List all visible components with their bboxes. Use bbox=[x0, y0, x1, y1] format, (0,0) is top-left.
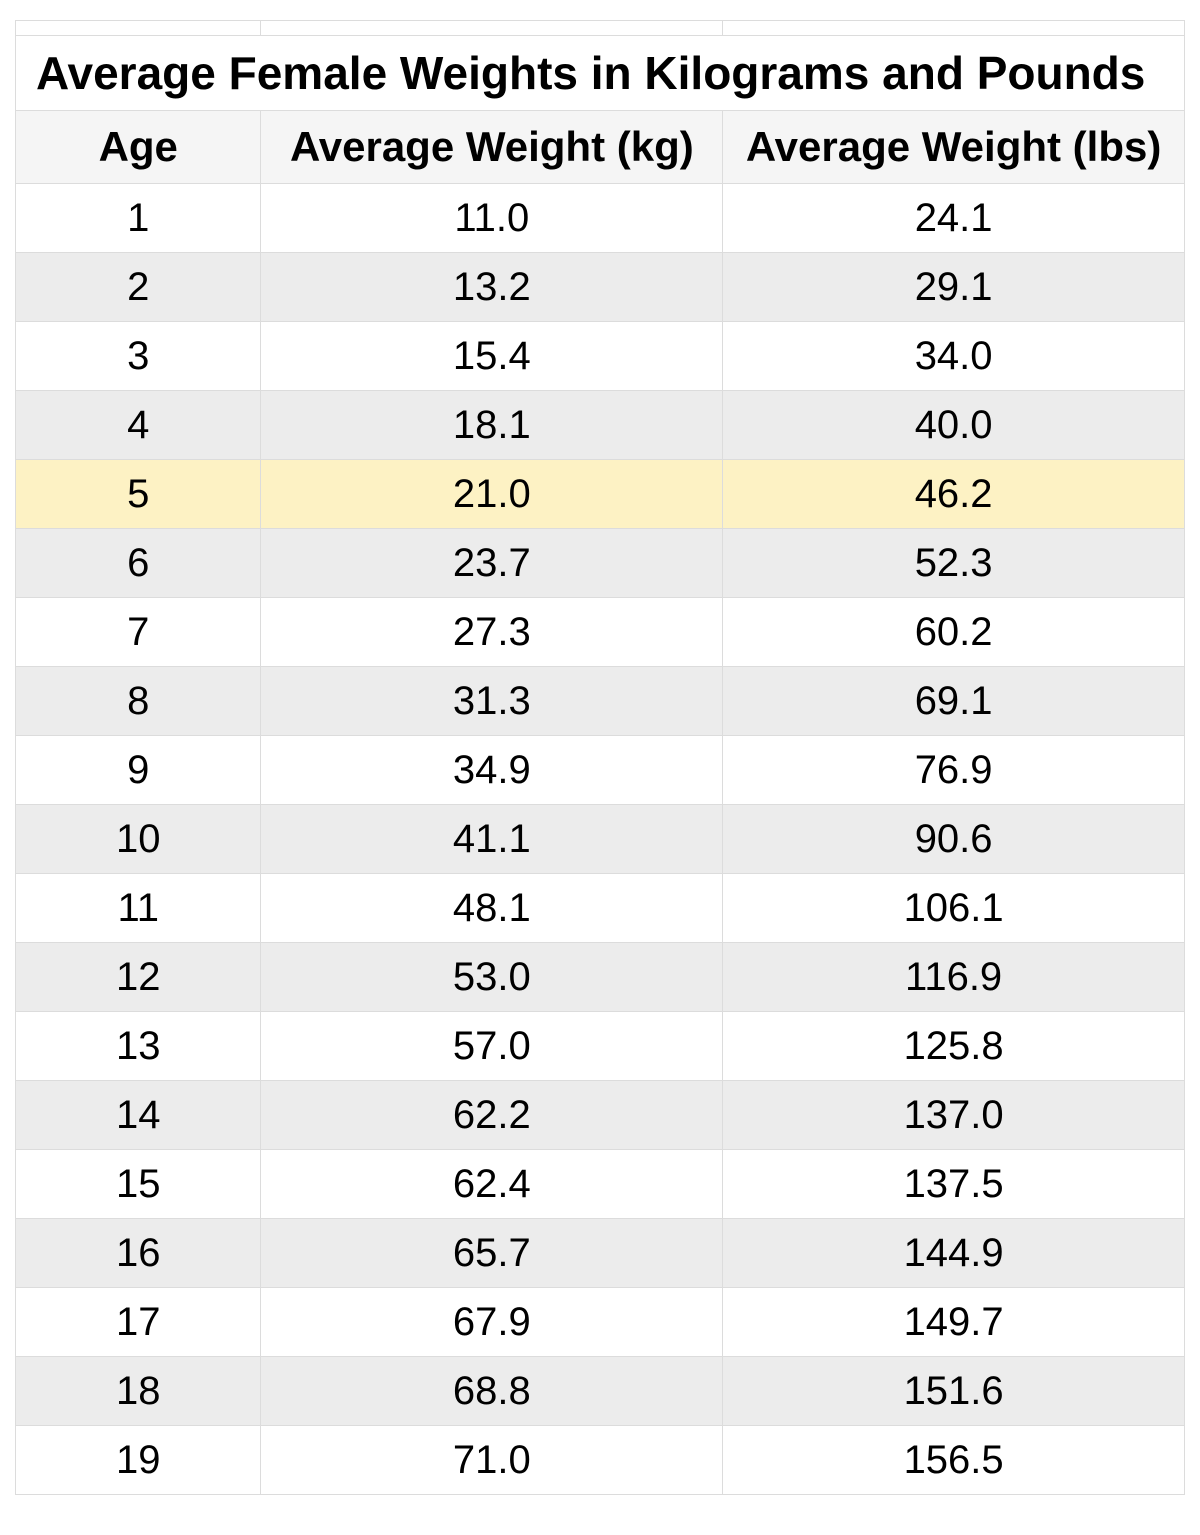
table-cell: 46.2 bbox=[723, 460, 1185, 529]
table-cell: 7 bbox=[16, 598, 261, 667]
table-cell: 29.1 bbox=[723, 253, 1185, 322]
table-cell: 156.5 bbox=[723, 1426, 1185, 1495]
table-row: 1767.9149.7 bbox=[16, 1288, 1185, 1357]
table-cell: 10 bbox=[16, 805, 261, 874]
table-cell: 149.7 bbox=[723, 1288, 1185, 1357]
table-cell: 19 bbox=[16, 1426, 261, 1495]
table-title: Average Female Weights in Kilograms and … bbox=[16, 36, 1185, 111]
col-header-kg: Average Weight (kg) bbox=[261, 111, 723, 184]
table-row: 1253.0116.9 bbox=[16, 943, 1185, 1012]
table-row: 1041.190.6 bbox=[16, 805, 1185, 874]
table-row: 831.369.1 bbox=[16, 667, 1185, 736]
table-cell: 137.0 bbox=[723, 1081, 1185, 1150]
table-cell: 13.2 bbox=[261, 253, 723, 322]
table-cell: 90.6 bbox=[723, 805, 1185, 874]
table-cell: 12 bbox=[16, 943, 261, 1012]
table-cell: 52.3 bbox=[723, 529, 1185, 598]
col-header-lbs: Average Weight (lbs) bbox=[723, 111, 1185, 184]
table-cell: 60.2 bbox=[723, 598, 1185, 667]
table-cell: 3 bbox=[16, 322, 261, 391]
table-cell: 6 bbox=[16, 529, 261, 598]
table-row: 727.360.2 bbox=[16, 598, 1185, 667]
table-cell: 13 bbox=[16, 1012, 261, 1081]
table-cell: 106.1 bbox=[723, 874, 1185, 943]
table-cell: 18 bbox=[16, 1357, 261, 1426]
table-cell: 69.1 bbox=[723, 667, 1185, 736]
table-cell: 144.9 bbox=[723, 1219, 1185, 1288]
table-cell: 4 bbox=[16, 391, 261, 460]
table-cell: 71.0 bbox=[261, 1426, 723, 1495]
table-cell: 17 bbox=[16, 1288, 261, 1357]
table-row: 213.229.1 bbox=[16, 253, 1185, 322]
table-cell: 48.1 bbox=[261, 874, 723, 943]
table-cell: 5 bbox=[16, 460, 261, 529]
table-cell: 9 bbox=[16, 736, 261, 805]
table-body: 111.024.1213.229.1315.434.0418.140.0521.… bbox=[16, 184, 1185, 1495]
table-row: 1665.7144.9 bbox=[16, 1219, 1185, 1288]
table-cell: 62.4 bbox=[261, 1150, 723, 1219]
table-row: 521.046.2 bbox=[16, 460, 1185, 529]
table-cell: 15 bbox=[16, 1150, 261, 1219]
table-cell: 68.8 bbox=[261, 1357, 723, 1426]
table-row: 111.024.1 bbox=[16, 184, 1185, 253]
weight-table: Average Female Weights in Kilograms and … bbox=[15, 20, 1185, 1495]
weight-table-sheet: Average Female Weights in Kilograms and … bbox=[0, 0, 1200, 1535]
table-row: 1357.0125.8 bbox=[16, 1012, 1185, 1081]
table-row: 934.976.9 bbox=[16, 736, 1185, 805]
table-row: 623.752.3 bbox=[16, 529, 1185, 598]
table-cell: 62.2 bbox=[261, 1081, 723, 1150]
table-cell: 14 bbox=[16, 1081, 261, 1150]
table-cell: 21.0 bbox=[261, 460, 723, 529]
table-cell: 15.4 bbox=[261, 322, 723, 391]
table-cell: 11 bbox=[16, 874, 261, 943]
table-row: 1971.0156.5 bbox=[16, 1426, 1185, 1495]
table-cell: 67.9 bbox=[261, 1288, 723, 1357]
col-header-age: Age bbox=[16, 111, 261, 184]
header-row: Age Average Weight (kg) Average Weight (… bbox=[16, 111, 1185, 184]
table-cell: 53.0 bbox=[261, 943, 723, 1012]
table-cell: 76.9 bbox=[723, 736, 1185, 805]
table-cell: 34.0 bbox=[723, 322, 1185, 391]
spreadsheet-stub-row bbox=[16, 21, 1185, 36]
table-row: 1562.4137.5 bbox=[16, 1150, 1185, 1219]
table-cell: 1 bbox=[16, 184, 261, 253]
table-cell: 34.9 bbox=[261, 736, 723, 805]
table-cell: 16 bbox=[16, 1219, 261, 1288]
table-cell: 40.0 bbox=[723, 391, 1185, 460]
table-cell: 151.6 bbox=[723, 1357, 1185, 1426]
table-cell: 31.3 bbox=[261, 667, 723, 736]
table-row: 1868.8151.6 bbox=[16, 1357, 1185, 1426]
table-row: 315.434.0 bbox=[16, 322, 1185, 391]
title-row: Average Female Weights in Kilograms and … bbox=[16, 36, 1185, 111]
table-row: 1462.2137.0 bbox=[16, 1081, 1185, 1150]
table-cell: 57.0 bbox=[261, 1012, 723, 1081]
table-cell: 11.0 bbox=[261, 184, 723, 253]
table-cell: 27.3 bbox=[261, 598, 723, 667]
table-cell: 8 bbox=[16, 667, 261, 736]
table-cell: 23.7 bbox=[261, 529, 723, 598]
table-cell: 18.1 bbox=[261, 391, 723, 460]
table-cell: 65.7 bbox=[261, 1219, 723, 1288]
table-cell: 41.1 bbox=[261, 805, 723, 874]
table-cell: 137.5 bbox=[723, 1150, 1185, 1219]
table-cell: 125.8 bbox=[723, 1012, 1185, 1081]
table-cell: 116.9 bbox=[723, 943, 1185, 1012]
table-row: 418.140.0 bbox=[16, 391, 1185, 460]
table-cell: 24.1 bbox=[723, 184, 1185, 253]
table-row: 1148.1106.1 bbox=[16, 874, 1185, 943]
table-cell: 2 bbox=[16, 253, 261, 322]
